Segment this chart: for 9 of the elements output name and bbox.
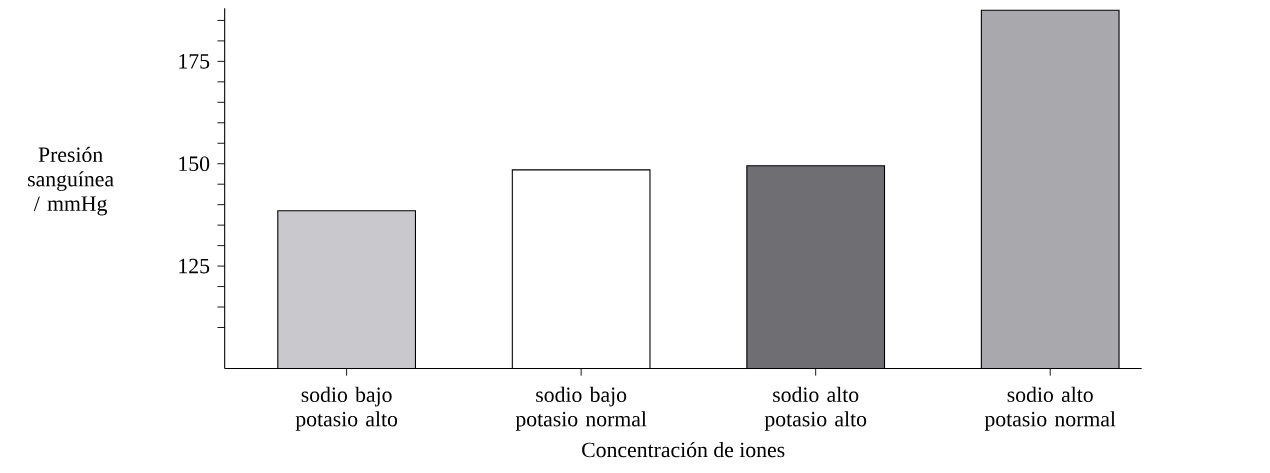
y-axis-title: Presión sanguínea / mmHg <box>28 146 114 216</box>
x-tick-label: sodio bajo potasio alto <box>295 386 398 431</box>
y-tick-label: 175 <box>179 53 210 69</box>
y-tick-label: 150 <box>179 156 210 171</box>
x-tick-label: sodio alto potasio alto <box>764 386 867 431</box>
y-tick-label: 125 <box>179 258 210 274</box>
x-tick-label: sodio alto potasio normal <box>984 386 1116 431</box>
x-tick-label: sodio bajo potasio normal <box>515 386 647 431</box>
x-axis-title: Concentración de iones <box>582 441 785 458</box>
